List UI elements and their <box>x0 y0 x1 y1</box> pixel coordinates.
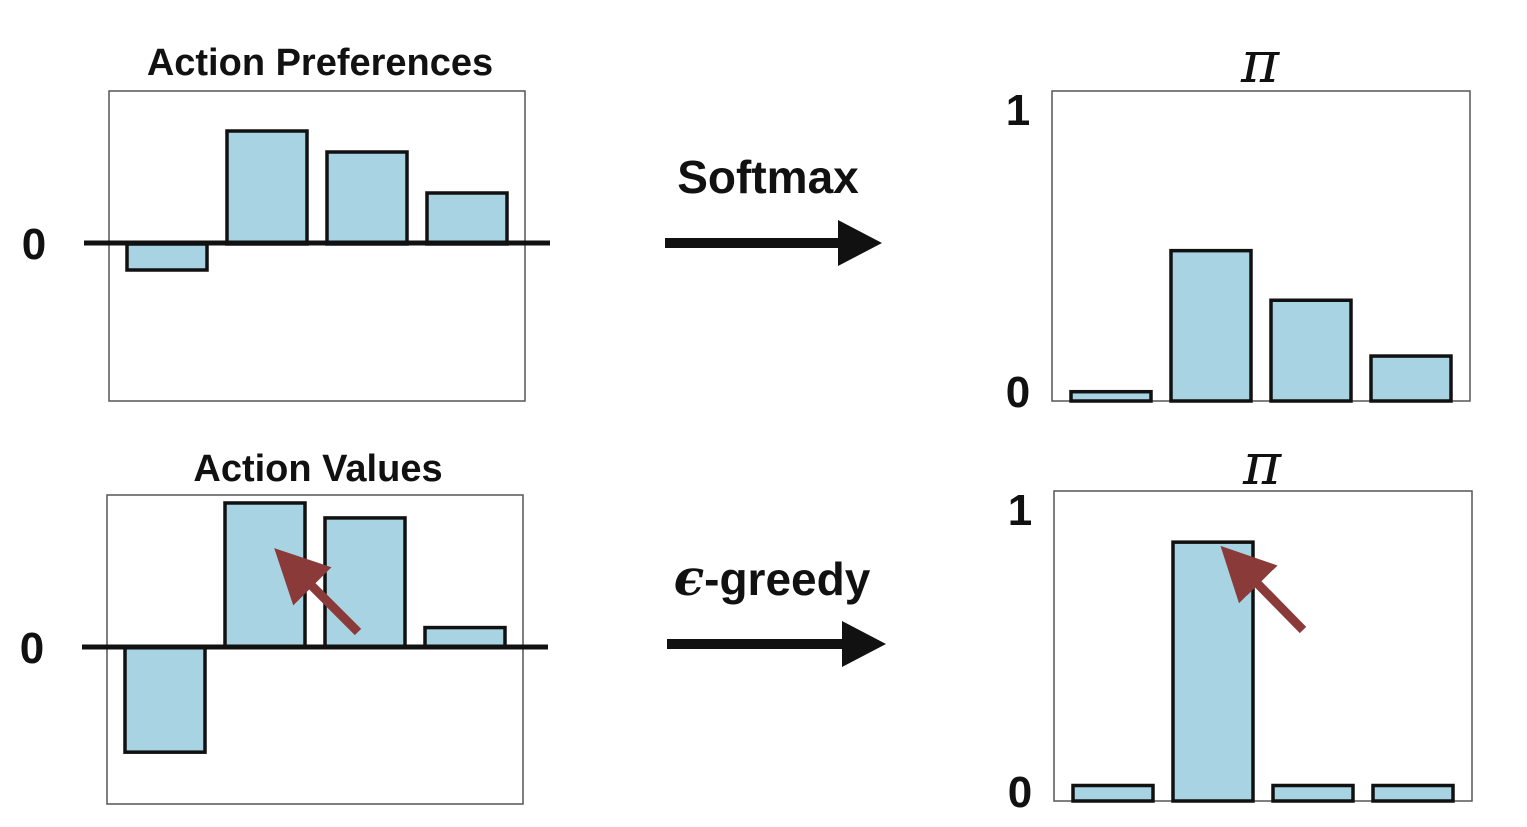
pi_softmax-bar-4 <box>1369 354 1453 403</box>
pi_softmax-bar-1 <box>1069 389 1153 403</box>
epsilon-symbol: ϵ <box>674 548 704 607</box>
greedy-arrow-icon <box>667 621 886 667</box>
preferences-bars <box>125 129 509 272</box>
pi-greedy-one-label: 1 <box>1008 486 1032 535</box>
pi-softmax-title: π <box>1240 28 1280 96</box>
preferences-chart: Action Preferences 0 <box>22 42 550 402</box>
pi_softmax-bar-3 <box>1269 298 1353 403</box>
pi-softmax-bars <box>1069 248 1453 403</box>
pi-greedy-bars <box>1071 540 1455 803</box>
pi-softmax-chart: π 1 0 <box>1006 28 1471 417</box>
greedy-operation: ϵ-greedy <box>667 548 886 667</box>
values-zero-label: 0 <box>20 624 44 673</box>
values-chart: Action Values 0 <box>20 448 548 805</box>
pi-greedy-frame <box>1053 490 1473 802</box>
preferences-frame <box>108 90 526 402</box>
values-highlight-arrow-icon <box>274 548 362 636</box>
preferences-bar-3 <box>325 150 409 246</box>
greedy-text: -greedy <box>704 553 871 605</box>
pi_greedy-bar-3 <box>1271 783 1355 803</box>
values-bar-3 <box>323 516 407 650</box>
pi-greedy-zero-label: 0 <box>1008 768 1032 817</box>
preferences-zero-label: 0 <box>22 220 46 269</box>
values-bar-2 <box>223 501 307 650</box>
softmax-label: Softmax <box>677 151 859 203</box>
pi_greedy-bar-1 <box>1071 783 1155 803</box>
pi_softmax-bar-2 <box>1169 248 1253 403</box>
softmax-operation: Softmax <box>665 151 882 266</box>
values-title: Action Values <box>193 448 442 490</box>
preferences-bar-4 <box>425 191 509 246</box>
pi-greedy-title: π <box>1242 430 1282 498</box>
pi_greedy-bar-4 <box>1371 783 1455 803</box>
pi-softmax-frame <box>1051 90 1471 402</box>
greedy-label: ϵ-greedy <box>674 548 871 607</box>
values-bars <box>123 501 507 754</box>
values-bar-1 <box>123 645 207 754</box>
preferences-title: Action Preferences <box>147 42 493 84</box>
pi-softmax-zero-label: 0 <box>1006 368 1030 417</box>
preferences-bar-1 <box>125 242 209 272</box>
pi-greedy-highlight-arrow-icon <box>1220 545 1307 634</box>
pi-greedy-chart: π 1 0 <box>1008 430 1473 817</box>
pi_greedy-bar-2 <box>1171 540 1255 803</box>
softmax-arrow-icon <box>665 220 882 266</box>
pi-softmax-one-label: 1 <box>1006 86 1030 135</box>
preferences-bar-2 <box>225 129 309 246</box>
